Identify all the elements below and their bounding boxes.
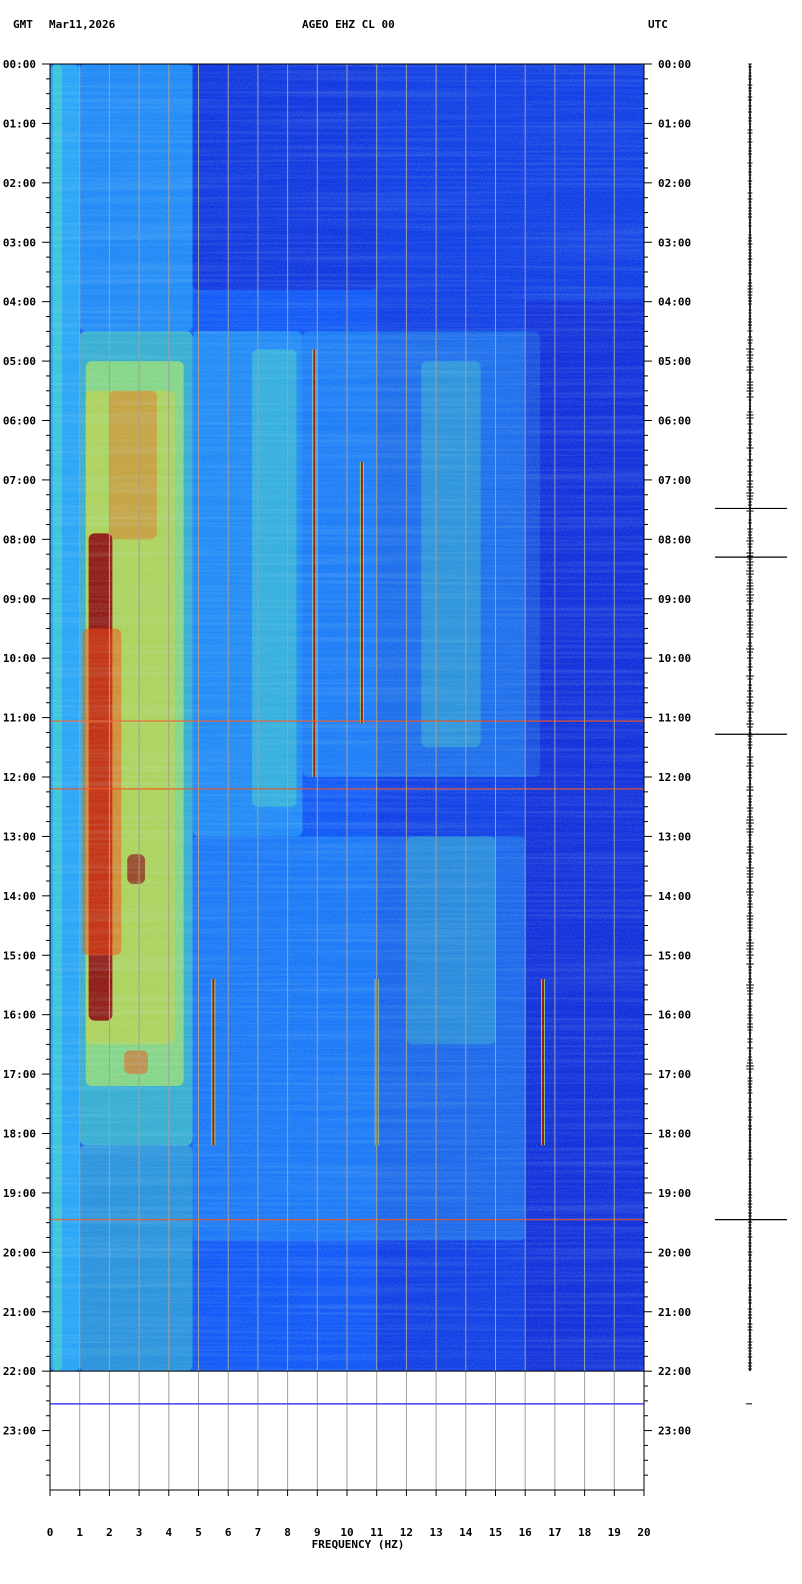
x-tick-label: 8 xyxy=(284,1526,291,1539)
spectrogram-image xyxy=(50,64,644,1372)
y-tick-label-left: 10:00 xyxy=(3,652,36,665)
y-tick-label-left: 16:00 xyxy=(3,1009,36,1022)
y-tick-label-right: 09:00 xyxy=(658,593,691,606)
y-tick-label-right: 10:00 xyxy=(658,652,691,665)
y-tick-label-left: 18:00 xyxy=(3,1128,36,1141)
right-timezone-label: UTC xyxy=(648,18,668,31)
y-tick-label-right: 00:00 xyxy=(658,58,691,71)
y-tick-label-left: 05:00 xyxy=(3,355,36,368)
y-tick-label-left: 17:00 xyxy=(3,1068,36,1081)
y-tick-label-left: 00:00 xyxy=(3,58,36,71)
y-tick-label-right: 19:00 xyxy=(658,1187,691,1200)
y-tick-label-right: 18:00 xyxy=(658,1128,691,1141)
x-tick-label: 14 xyxy=(459,1526,473,1539)
date-label: Mar11,2026 xyxy=(49,18,116,31)
left-timezone-label: GMT xyxy=(13,18,33,31)
x-tick-label: 1 xyxy=(76,1526,83,1539)
y-tick-label-right: 12:00 xyxy=(658,771,691,784)
y-tick-label-right: 02:00 xyxy=(658,177,691,190)
x-tick-label: 6 xyxy=(225,1526,232,1539)
y-tick-label-right: 16:00 xyxy=(658,1009,691,1022)
y-tick-label-left: 20:00 xyxy=(3,1246,36,1259)
x-tick-label: 15 xyxy=(489,1526,502,1539)
y-tick-label-right: 08:00 xyxy=(658,533,691,546)
y-tick-label-left: 15:00 xyxy=(3,949,36,962)
x-tick-label: 12 xyxy=(400,1526,413,1539)
y-tick-label-right: 07:00 xyxy=(658,474,691,487)
y-tick-label-right: 21:00 xyxy=(658,1306,691,1319)
y-tick-label-left: 23:00 xyxy=(3,1425,36,1438)
y-tick-label-right: 17:00 xyxy=(658,1068,691,1081)
y-tick-label-right: 06:00 xyxy=(658,415,691,428)
y-tick-label-right: 03:00 xyxy=(658,236,691,249)
y-tick-label-left: 13:00 xyxy=(3,830,36,843)
y-tick-label-right: 14:00 xyxy=(658,890,691,903)
y-tick-label-left: 02:00 xyxy=(3,177,36,190)
y-tick-label-left: 07:00 xyxy=(3,474,36,487)
y-tick-label-left: 04:00 xyxy=(3,296,36,309)
y-tick-label-left: 19:00 xyxy=(3,1187,36,1200)
grid-lines xyxy=(50,64,644,1490)
frequency-axis: 0 1 2 3 4 5 6 7 8 9 10 11 12 13 14 15 16 17 18 19 20 xyxy=(47,1490,651,1539)
y-tick-label-right: 23:00 xyxy=(658,1425,691,1438)
x-tick-label: 0 xyxy=(47,1526,54,1539)
x-tick-label: 19 xyxy=(608,1526,621,1539)
x-tick-label: 5 xyxy=(195,1526,202,1539)
y-tick-label-right: 22:00 xyxy=(658,1365,691,1378)
x-tick-label: 13 xyxy=(429,1526,442,1539)
x-tick-label: 9 xyxy=(314,1526,321,1539)
y-tick-label-right: 04:00 xyxy=(658,296,691,309)
y-tick-label-right: 20:00 xyxy=(658,1246,691,1259)
y-tick-label-right: 15:00 xyxy=(658,949,691,962)
x-tick-label: 17 xyxy=(548,1526,561,1539)
x-tick-label: 16 xyxy=(519,1526,533,1539)
x-tick-label: 7 xyxy=(255,1526,262,1539)
time-axis: 00:00 00:00 01:00 01:00 02:00 02:00 03:00 03:00… xyxy=(3,58,691,1476)
y-tick-label-left: 01:00 xyxy=(3,117,36,130)
x-axis-label: FREQUENCY (HZ) xyxy=(312,1538,405,1551)
y-tick-label-left: 22:00 xyxy=(3,1365,36,1378)
y-tick-label-left: 11:00 xyxy=(3,712,36,725)
seismogram-trace xyxy=(715,63,787,1405)
y-tick-label-right: 05:00 xyxy=(658,355,691,368)
y-tick-label-left: 08:00 xyxy=(3,533,36,546)
x-tick-label: 11 xyxy=(370,1526,384,1539)
y-tick-label-left: 03:00 xyxy=(3,236,36,249)
x-tick-label: 20 xyxy=(637,1526,650,1539)
x-tick-label: 10 xyxy=(340,1526,353,1539)
x-tick-label: 18 xyxy=(578,1526,591,1539)
trace-wiggle xyxy=(746,63,754,1370)
x-tick-label: 3 xyxy=(136,1526,143,1539)
y-tick-label-left: 09:00 xyxy=(3,593,36,606)
y-tick-label-right: 01:00 xyxy=(658,117,691,130)
y-tick-label-left: 21:00 xyxy=(3,1306,36,1319)
y-tick-label-left: 06:00 xyxy=(3,415,36,428)
x-tick-label: 2 xyxy=(106,1526,113,1539)
station-label: AGEO EHZ CL 00 xyxy=(302,18,395,31)
x-tick-label: 4 xyxy=(165,1526,172,1539)
y-tick-label-left: 12:00 xyxy=(3,771,36,784)
y-tick-label-right: 13:00 xyxy=(658,830,691,843)
y-tick-label-right: 11:00 xyxy=(658,712,691,725)
y-tick-label-left: 14:00 xyxy=(3,890,36,903)
